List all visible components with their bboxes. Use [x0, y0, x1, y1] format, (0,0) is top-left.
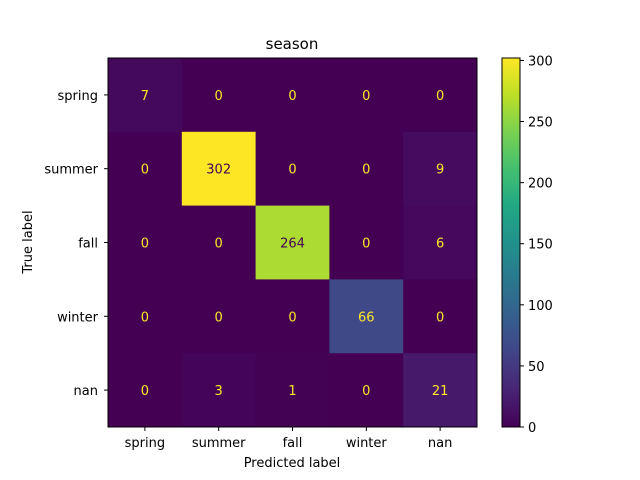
y-tick-label: winter: [57, 310, 99, 325]
cell-value-label: 0: [362, 163, 370, 178]
y-axis-ticks: spring summer fall winter nan: [44, 89, 108, 399]
heatmap-cell: [255, 353, 330, 428]
heatmap-cell: [403, 205, 478, 280]
heatmap-cell: [255, 205, 330, 280]
colorbar-tick-label: 150: [528, 238, 553, 253]
x-tick-label: nan: [428, 436, 452, 451]
x-axis-label: Predicted label: [244, 456, 341, 471]
cell-value-label: 0: [288, 310, 296, 325]
heatmap-cells: 7 0 0 0 0 0 302 0 0 9 0 0 264 0 6 0 0 0 66 0 0 3 1 0 21: [108, 58, 478, 428]
x-tick-label: spring: [125, 436, 165, 451]
heatmap-cell: [108, 205, 183, 280]
colorbar-ticks: 0 50 100 150 200 250 300: [520, 54, 553, 436]
heatmap-cell: [108, 131, 183, 207]
cell-value-label: 0: [215, 89, 223, 104]
heatmap-cell: [329, 353, 404, 428]
heatmap-cell: [181, 131, 257, 207]
heatmap-cell: [255, 131, 330, 207]
colorbar-tick-label: 200: [528, 177, 553, 192]
colorbar-tick-label: 0: [528, 421, 536, 436]
cell-value-label: 0: [362, 89, 370, 104]
heatmap-cell: [403, 58, 478, 133]
heatmap-cell: [181, 353, 257, 428]
heatmap-cell: [403, 279, 478, 354]
y-tick-label: fall: [78, 237, 98, 252]
heatmap-cell: [255, 279, 330, 354]
heatmap-cell: [255, 58, 330, 133]
heatmap-cell: [329, 131, 404, 207]
cell-value-label: 21: [432, 384, 449, 399]
cell-value-label: 264: [280, 237, 305, 252]
cell-value-label: 0: [141, 237, 149, 252]
y-axis-label: True label: [21, 210, 36, 274]
cell-value-label: 0: [288, 89, 296, 104]
heatmap-cell: [329, 279, 404, 354]
cell-value-label: 9: [436, 163, 444, 178]
heatmap-cell: [181, 205, 257, 280]
cell-value-label: 0: [141, 310, 149, 325]
x-tick-label: fall: [283, 436, 303, 451]
cell-value-label: 66: [358, 310, 375, 325]
cell-value-label: 3: [215, 384, 223, 399]
heatmap-cell: [108, 58, 183, 133]
y-tick-label: nan: [74, 384, 98, 399]
x-tick-label: summer: [192, 436, 246, 451]
y-tick-label: spring: [58, 89, 98, 104]
colorbar-tick-label: 250: [528, 116, 553, 131]
chart-title: season: [266, 35, 319, 53]
heatmap-cell: [108, 279, 183, 354]
heatmap-cell: [329, 205, 404, 280]
colorbar-tick-label: 300: [528, 54, 553, 69]
cell-value-label: 0: [215, 310, 223, 325]
colorbar-tick-label: 100: [528, 299, 553, 314]
cell-value-label: 0: [141, 163, 149, 178]
cell-value-label: 0: [362, 384, 370, 399]
cell-value-label: 0: [215, 237, 223, 252]
cell-value-label: 7: [141, 89, 149, 104]
cell-value-label: 0: [288, 163, 296, 178]
heatmap-cell: [403, 131, 478, 207]
cell-value-label: 0: [436, 310, 444, 325]
heatmap-cell: [403, 353, 478, 428]
cell-value-label: 1: [288, 384, 296, 399]
x-axis-ticks: spring summer fall winter nan: [125, 427, 452, 451]
colorbar-tick-label: 50: [528, 360, 545, 375]
cell-value-label: 0: [141, 384, 149, 399]
x-tick-label: winter: [346, 436, 388, 451]
heatmap-cell: [181, 279, 257, 354]
heatmap-cell: [329, 58, 404, 133]
cell-value-label: 0: [362, 237, 370, 252]
colorbar: [501, 57, 521, 428]
y-tick-label: summer: [44, 163, 98, 178]
heatmap-cell: [108, 353, 183, 428]
cell-value-label: 6: [436, 237, 444, 252]
heatmap-cell: [181, 58, 257, 133]
cell-value-label: 302: [206, 163, 231, 178]
cell-value-label: 0: [436, 89, 444, 104]
